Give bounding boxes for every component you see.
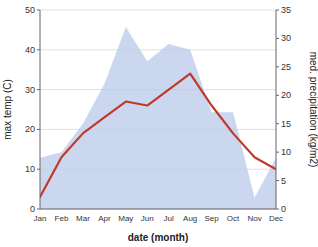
y-tick-label: 30 (25, 85, 35, 95)
y2-axis-label: med. precipitation (kg/m2) (308, 52, 318, 168)
x-tick-label: Aug (183, 214, 197, 223)
x-tick-label: May (118, 214, 133, 223)
x-axis-label: date (month) (128, 232, 189, 243)
y2-tick (276, 180, 279, 181)
x-tick-label: Jul (164, 214, 174, 223)
y2-tick (276, 123, 279, 124)
x-tick-label: Jun (141, 214, 154, 223)
y-tick-label: 40 (25, 45, 35, 55)
temperature-line (40, 74, 276, 197)
y2-tick-label: 35 (281, 5, 291, 15)
y2-tick (276, 38, 279, 39)
y-tick (37, 209, 40, 210)
x-tick-label: Nov (247, 214, 261, 223)
x-tick-label: Oct (227, 214, 240, 223)
x-tick-label: Dec (269, 214, 283, 223)
y2-tick (276, 209, 279, 210)
y-tick-label: 10 (25, 164, 35, 174)
y2-tick-label: 15 (281, 119, 291, 129)
x-tick-label: Jan (34, 214, 47, 223)
x-tick-label: Apr (98, 214, 111, 223)
y2-tick (276, 95, 279, 96)
y2-tick-label: 20 (281, 90, 291, 100)
grid-line (40, 10, 276, 11)
grid (40, 10, 276, 209)
y-tick-label: 20 (25, 124, 35, 134)
y-tick (37, 129, 40, 130)
y-tick (37, 169, 40, 170)
y-tick (37, 10, 40, 11)
y2-tick (276, 66, 279, 67)
x-tick-label: Feb (55, 214, 69, 223)
y-tick (37, 89, 40, 90)
x-axis-line (40, 209, 276, 210)
y-tick-label: 0 (30, 204, 35, 214)
chart: 0 10 20 30 40 50 0 5 10 15 20 25 30 35 Jan Feb Mar Apr May… (0, 0, 318, 247)
y2-tick-label: 30 (281, 33, 291, 43)
y2-tick-label: 10 (281, 147, 291, 157)
y-tick-label: 50 (25, 5, 35, 15)
y-tick (37, 49, 40, 50)
x-tick-label: Mar (76, 214, 90, 223)
axes: 0 10 20 30 40 50 0 5 10 15 20 25 30 35 Jan Feb Mar Apr May… (25, 5, 291, 223)
y2-tick (276, 152, 279, 153)
y-axis-label: max temp (C) (2, 79, 13, 140)
y2-tick (276, 10, 279, 11)
y2-tick-label: 25 (281, 62, 291, 72)
grid-line (40, 209, 276, 210)
precipitation-area (40, 27, 276, 209)
grid-line (40, 49, 276, 50)
y2-tick-label: 5 (281, 176, 286, 186)
y2-tick-label: 0 (281, 204, 286, 214)
plot-area (40, 27, 276, 209)
x-tick-label: Sep (205, 214, 220, 223)
y2-axis-line (276, 10, 277, 209)
y-axis-line (40, 10, 41, 209)
